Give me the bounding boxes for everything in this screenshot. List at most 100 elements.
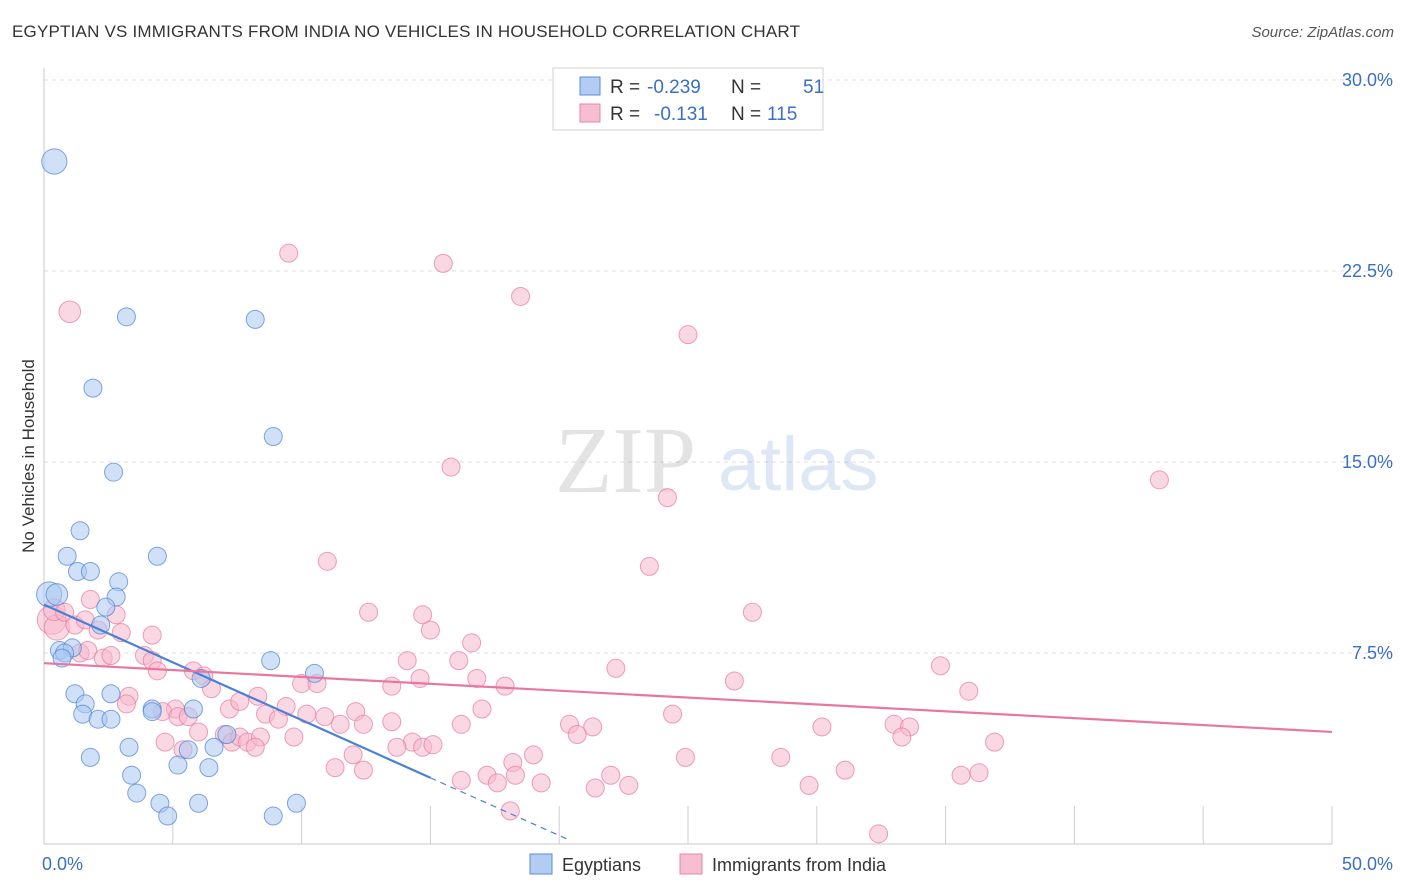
trend-line-egyptians-extension xyxy=(430,777,568,840)
stats-r-label-egyptians: R = xyxy=(610,77,640,98)
india-point-7 xyxy=(657,488,677,508)
india-point-54 xyxy=(116,694,136,714)
egyptians-point-10 xyxy=(80,562,100,582)
india-point-22 xyxy=(413,605,433,625)
india-point-108 xyxy=(619,775,639,795)
india-point-34 xyxy=(606,658,626,678)
egyptians-point-7 xyxy=(147,546,167,566)
india-point-24 xyxy=(742,602,762,622)
grid-lines xyxy=(44,79,1392,844)
india-point-33 xyxy=(449,651,469,671)
india-point-45 xyxy=(724,671,744,691)
india-point-66 xyxy=(451,714,471,734)
egyptians-point-44 xyxy=(286,793,306,813)
egyptians-point-43 xyxy=(189,793,209,813)
watermark-atlas: atlas xyxy=(718,422,879,507)
india-point-86 xyxy=(245,737,265,757)
trend-lines xyxy=(43,603,1333,840)
india-point-89 xyxy=(985,732,1005,752)
india-point-84 xyxy=(155,732,175,752)
india-point-46 xyxy=(959,681,979,701)
egyptians-point-40 xyxy=(122,765,142,785)
india-point-35 xyxy=(930,656,950,676)
egyptians-point-0 xyxy=(41,148,68,175)
india-point-2 xyxy=(511,286,531,306)
india-point-16 xyxy=(80,590,100,610)
india-point-96 xyxy=(325,758,345,778)
egyptians-point-8 xyxy=(57,546,77,566)
legend-swatch-india xyxy=(679,853,703,875)
india-point-107 xyxy=(585,778,605,798)
stats-r-label-india: R = xyxy=(610,104,640,125)
india-point-21 xyxy=(359,602,379,622)
axes xyxy=(43,68,1332,845)
tick-labels: 7.5% 15.0% 22.5% 30.0% 0.0% 50.0% xyxy=(42,70,1393,874)
india-point-87 xyxy=(567,724,587,744)
egyptians-point-15 xyxy=(96,597,116,617)
egyptians-point-5 xyxy=(104,462,124,482)
india-point-99 xyxy=(505,765,525,785)
y-tick-label-2: 22.5% xyxy=(1342,261,1393,281)
india-point-80 xyxy=(284,727,304,747)
india-point-70 xyxy=(583,717,603,737)
india-point-101 xyxy=(835,760,855,780)
egyptians-point-45 xyxy=(158,806,178,826)
india-point-9 xyxy=(317,551,337,571)
legend-label-india: Immigrants from India xyxy=(712,855,887,875)
india-point-111 xyxy=(869,824,889,844)
india-point-74 xyxy=(189,722,209,742)
india-point-41 xyxy=(382,676,402,696)
egyptians-point-20 xyxy=(52,648,72,668)
india-point-44 xyxy=(495,676,515,696)
egyptians-point-4 xyxy=(263,427,283,447)
india-point-1 xyxy=(433,253,453,273)
india-point-6 xyxy=(1149,470,1169,490)
y-tick-label-0: 7.5% xyxy=(1352,643,1393,663)
india-point-28 xyxy=(101,646,121,666)
egyptians-point-13 xyxy=(45,583,69,606)
india-point-20 xyxy=(142,625,162,645)
egyptians-point-38 xyxy=(168,755,188,775)
y-axis-title: No Vehicles in Household xyxy=(19,359,38,553)
india-point-93 xyxy=(675,747,695,767)
stats-r-value-india: -0.131 xyxy=(654,104,708,125)
egyptians-point-32 xyxy=(183,699,203,719)
egyptians-point-39 xyxy=(199,758,219,778)
india-point-42 xyxy=(410,668,430,688)
india-point-71 xyxy=(812,717,832,737)
india-point-83 xyxy=(423,735,443,755)
egyptians-point-33 xyxy=(217,724,237,744)
egyptians-point-30 xyxy=(101,709,121,729)
india-point-5 xyxy=(441,457,461,477)
trend-line-egyptians xyxy=(43,603,431,779)
india-point-91 xyxy=(387,737,407,757)
india-point-104 xyxy=(451,770,471,790)
india-point-0 xyxy=(279,243,299,263)
stats-r-value-egyptians: -0.239 xyxy=(647,77,701,98)
chart-title: EGYPTIAN VS IMMIGRANTS FROM INDIA NO VEH… xyxy=(12,22,801,41)
x-tick-label-min: 0.0% xyxy=(42,854,83,874)
y-tick-label-3: 30.0% xyxy=(1342,70,1393,90)
egyptians-point-22 xyxy=(304,663,324,683)
egyptians-point-26 xyxy=(101,684,121,704)
stats-n-value-india: 115 xyxy=(767,104,797,125)
egyptians-point-34 xyxy=(119,737,139,757)
india-point-109 xyxy=(799,775,819,795)
egyptians-point-2 xyxy=(245,309,265,329)
x-tick-label-max: 50.0% xyxy=(1342,854,1393,874)
india-point-68 xyxy=(663,704,683,724)
india-point-100 xyxy=(601,765,621,785)
india-point-64 xyxy=(353,714,373,734)
egyptians-point-41 xyxy=(127,783,147,803)
india-point-65 xyxy=(330,714,350,734)
india-point-106 xyxy=(531,773,551,793)
india-point-32 xyxy=(397,651,417,671)
stats-n-label-india: N = xyxy=(731,104,761,125)
legend-swatch-egyptians xyxy=(529,853,553,875)
stats-swatch-egyptians xyxy=(579,76,601,96)
india-point-43 xyxy=(467,668,487,688)
india-point-23 xyxy=(420,620,440,640)
india-point-90 xyxy=(343,745,363,765)
india-point-92 xyxy=(523,745,543,765)
egyptians-point-46 xyxy=(263,806,283,826)
